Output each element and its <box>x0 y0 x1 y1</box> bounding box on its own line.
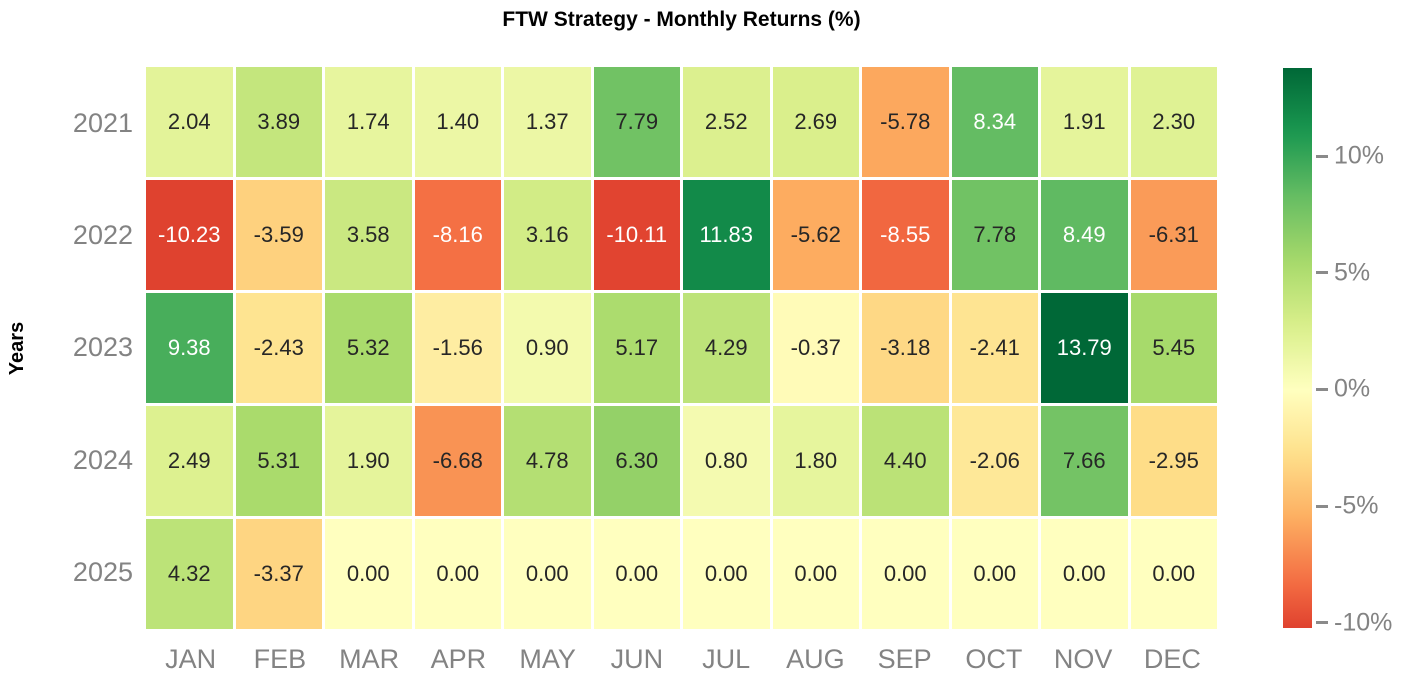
heatmap-cell: -8.16 <box>414 180 501 290</box>
colorbar-tick-mark <box>1316 504 1328 508</box>
colorbar-tick-label: 0% <box>1334 374 1371 403</box>
colorbar-tick-mark <box>1316 154 1328 158</box>
chart-title: FTW Strategy - Monthly Returns (%) <box>502 8 861 31</box>
heatmap-cell: 1.74 <box>325 67 412 177</box>
y-tick-label: 2022 <box>72 220 133 251</box>
heatmap-cell: 0.00 <box>862 519 949 629</box>
heatmap-cell: 5.45 <box>1130 293 1217 403</box>
heatmap-cell: 1.37 <box>504 67 591 177</box>
heatmap-cell: 4.32 <box>146 519 233 629</box>
heatmap-cell: 0.00 <box>1130 519 1217 629</box>
heatmap-cell: 4.78 <box>504 406 591 516</box>
heatmap-cell: 0.80 <box>683 406 770 516</box>
heatmap-cell: -6.31 <box>1130 180 1217 290</box>
heatmap-cell: 0.90 <box>504 293 591 403</box>
heatmap-cell: 5.32 <box>325 293 412 403</box>
heatmap-cell: -5.62 <box>772 180 859 290</box>
heatmap-grid: 2.04 3.89 1.74 1.40 1.37 7.79 2.52 2.69 -5.78 8.3… <box>146 67 1217 629</box>
x-tick-label: SEP <box>877 643 932 674</box>
heatmap-cell: 11.83 <box>683 180 770 290</box>
heatmap-cell: -8.55 <box>862 180 949 290</box>
colorbar-tick-label: -10% <box>1334 608 1393 637</box>
heatmap-cell: 7.79 <box>593 67 680 177</box>
y-axis-label: Years <box>6 321 29 375</box>
colorbar-tick-mark <box>1316 621 1328 625</box>
x-tick-label: NOV <box>1053 643 1113 674</box>
heatmap-cell: 1.90 <box>325 406 412 516</box>
y-axis-tick-labels: 2021 2022 2023 2024 2025 <box>48 67 133 629</box>
x-tick-label: JUN <box>610 643 664 674</box>
colorbar-tick-label: -5% <box>1334 491 1379 520</box>
x-tick-label: DEC <box>1143 643 1201 674</box>
y-tick-label: 2023 <box>72 332 133 363</box>
heatmap-cell: 13.79 <box>1041 293 1128 403</box>
heatmap-cell: 8.49 <box>1041 180 1128 290</box>
heatmap-cell: -3.37 <box>235 519 322 629</box>
heatmap-cell: 9.38 <box>146 293 233 403</box>
heatmap-cell: -2.95 <box>1130 406 1217 516</box>
heatmap-cell: 0.00 <box>504 519 591 629</box>
x-tick-label: JAN <box>165 643 217 674</box>
x-tick-label: MAR <box>339 643 400 674</box>
heatmap-cell: -0.37 <box>772 293 859 403</box>
heatmap-cell: -2.41 <box>951 293 1038 403</box>
heatmap-cell: -2.43 <box>235 293 322 403</box>
heatmap-cell: -3.18 <box>862 293 949 403</box>
heatmap-cell: 0.00 <box>325 519 412 629</box>
heatmap-cell: 0.00 <box>414 519 501 629</box>
heatmap-cell: -2.06 <box>951 406 1038 516</box>
heatmap-cell: 1.40 <box>414 67 501 177</box>
heatmap-cell: -1.56 <box>414 293 501 403</box>
x-axis-tick-labels: JAN FEB MAR APR MAY JUN JUL AUG SEP OCT NOV DEC <box>146 640 1217 678</box>
heatmap-cell: 5.31 <box>235 406 322 516</box>
y-tick-label: 2021 <box>72 107 133 138</box>
x-tick-label: OCT <box>965 643 1023 674</box>
heatmap-cell: 0.00 <box>683 519 770 629</box>
heatmap-cell: 4.40 <box>862 406 949 516</box>
heatmap-cell: 0.00 <box>951 519 1038 629</box>
heatmap-cell: -6.68 <box>414 406 501 516</box>
heatmap-cell: 8.34 <box>951 67 1038 177</box>
x-tick-label: MAY <box>519 643 576 674</box>
colorbar <box>1283 68 1312 628</box>
colorbar-tick-mark <box>1316 271 1328 275</box>
x-tick-label: FEB <box>253 643 307 674</box>
colorbar-tick-label: 10% <box>1334 141 1385 170</box>
heatmap-cell: -10.11 <box>593 180 680 290</box>
heatmap-cell: 2.30 <box>1130 67 1217 177</box>
heatmap-cell: 0.00 <box>593 519 680 629</box>
colorbar-tick-label: 5% <box>1334 258 1371 287</box>
y-tick-label: 2024 <box>72 444 133 475</box>
heatmap-cell: 3.58 <box>325 180 412 290</box>
heatmap-cell: 2.49 <box>146 406 233 516</box>
heatmap-cell: -10.23 <box>146 180 233 290</box>
heatmap-cell: 1.80 <box>772 406 859 516</box>
x-tick-label: APR <box>430 643 487 674</box>
heatmap-cell: 3.89 <box>235 67 322 177</box>
heatmap-cell: 7.78 <box>951 180 1038 290</box>
x-tick-label: JUL <box>702 643 751 674</box>
x-tick-label: AUG <box>786 643 845 674</box>
heatmap-cell: 4.29 <box>683 293 770 403</box>
colorbar-tick-mark <box>1316 387 1328 391</box>
heatmap-cell: -5.78 <box>862 67 949 177</box>
heatmap-cell: 7.66 <box>1041 406 1128 516</box>
heatmap-cell: 2.52 <box>683 67 770 177</box>
heatmap-cell: -3.59 <box>235 180 322 290</box>
heatmap-cell: 0.00 <box>1041 519 1128 629</box>
heatmap-cell: 2.04 <box>146 67 233 177</box>
heatmap-cell: 5.17 <box>593 293 680 403</box>
heatmap-cell: 0.00 <box>772 519 859 629</box>
heatmap-cell: 6.30 <box>593 406 680 516</box>
y-tick-label: 2025 <box>72 557 133 588</box>
heatmap-cell: 3.16 <box>504 180 591 290</box>
heatmap-cell: 2.69 <box>772 67 859 177</box>
heatmap-cell: 1.91 <box>1041 67 1128 177</box>
y-axis-label-wrap: Years <box>4 67 32 629</box>
